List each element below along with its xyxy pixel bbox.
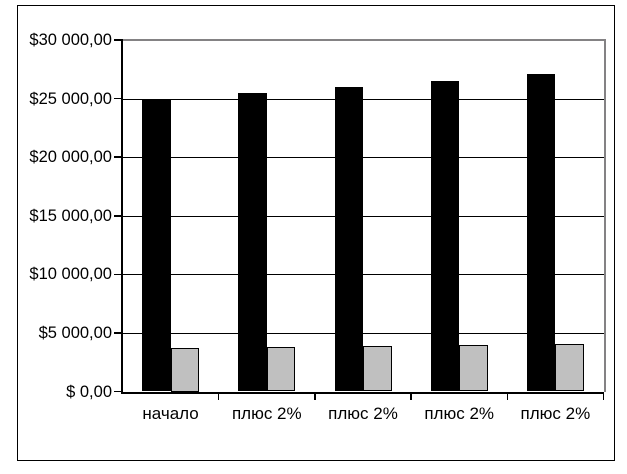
y-axis-tick (113, 215, 121, 217)
bar-gray-3 (363, 345, 392, 392)
y-axis-label: $ 0,00 (66, 382, 112, 401)
gridline (122, 215, 604, 217)
gridline (122, 157, 604, 159)
bar-gray-2 (266, 346, 296, 392)
x-axis-tick (410, 393, 412, 400)
y-axis-label: $5 000,00 (38, 323, 112, 342)
y-axis-label: $10 000,00 (29, 265, 112, 284)
plot-area-border-right (603, 38, 606, 392)
x-axis-label: плюс 2% (328, 404, 398, 423)
y-axis-tick (113, 273, 121, 276)
y-axis-label: $15 000,00 (29, 206, 112, 225)
bar-black-5 (526, 74, 556, 392)
y-axis-label: $30 000,00 (29, 31, 112, 49)
x-axis-tick (217, 393, 220, 400)
gridline (122, 98, 604, 100)
bar-black-2 (238, 92, 267, 392)
x-axis-label: плюс 2% (231, 404, 302, 423)
x-axis-label: плюс 2% (424, 404, 495, 423)
bar-gray-5 (555, 343, 584, 392)
bar-gray-4 (459, 344, 488, 392)
x-axis-tick (602, 393, 605, 400)
chart-frame (17, 5, 615, 461)
bar-black-4 (430, 80, 460, 392)
gridline (122, 332, 604, 334)
y-axis-tick (113, 390, 121, 393)
plot-area-border-top (122, 38, 606, 41)
bar-black-3 (334, 86, 363, 392)
y-axis-tick (113, 97, 121, 100)
y-axis-tick (113, 332, 121, 334)
x-axis-tick (314, 393, 316, 400)
y-axis-line (120, 38, 123, 394)
y-axis-tick (113, 39, 121, 41)
x-axis-label: плюс 2% (520, 404, 591, 423)
x-axis-label: начало (142, 404, 199, 423)
gridline (122, 274, 604, 276)
x-axis-tick (506, 393, 509, 400)
y-axis-label: $25 000,00 (29, 89, 112, 108)
x-axis-line (120, 391, 604, 394)
y-axis-label: $20 000,00 (29, 148, 112, 167)
bar-black-1 (142, 98, 171, 392)
bar-gray-1 (170, 347, 200, 392)
y-axis-tick (113, 156, 121, 158)
